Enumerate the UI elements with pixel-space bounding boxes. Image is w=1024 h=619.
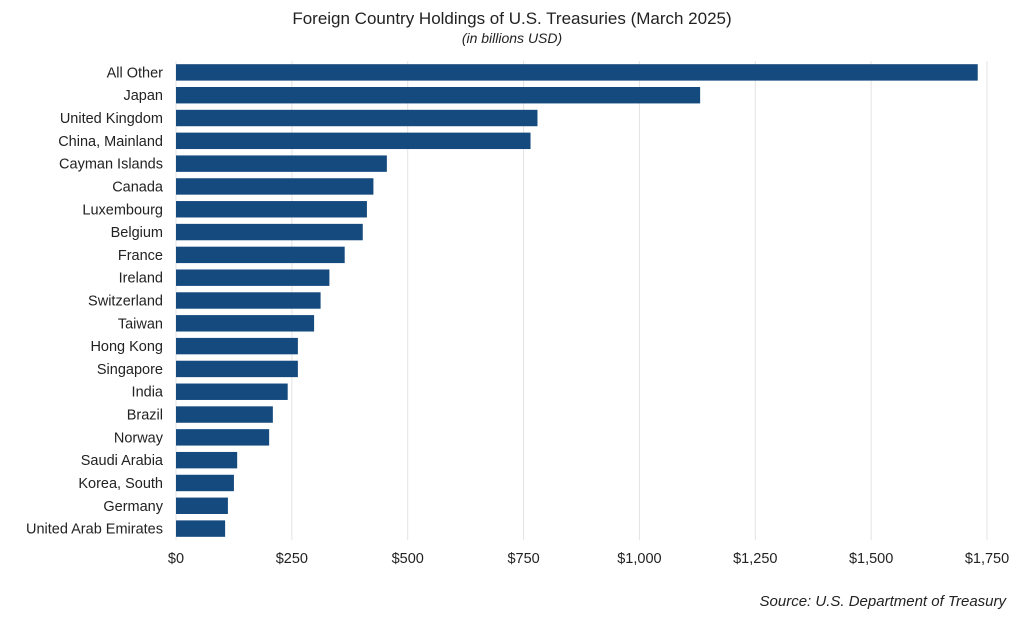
chart-title: Foreign Country Holdings of U.S. Treasur… [292, 9, 732, 28]
category-label: United Arab Emirates [26, 522, 163, 538]
x-tick-label: $500 [392, 551, 424, 567]
category-label: Canada [112, 179, 164, 195]
bar [176, 451, 238, 469]
category-label: Luxembourg [82, 202, 163, 218]
bar [176, 429, 270, 446]
category-label: Singapore [97, 362, 163, 378]
bar [176, 201, 367, 218]
bar [176, 132, 531, 150]
category-label: Norway [114, 430, 164, 446]
category-label: Korea, South [78, 476, 163, 492]
category-label: United Kingdom [60, 111, 163, 127]
category-label: Germany [103, 499, 163, 515]
bar [176, 223, 363, 241]
category-label: Japan [123, 88, 163, 104]
bar [176, 178, 374, 195]
x-tick-label: $0 [168, 551, 184, 567]
x-tick-label: $750 [507, 551, 539, 567]
category-label: All Other [107, 65, 164, 81]
bar [176, 64, 978, 81]
bar [176, 337, 298, 355]
x-tick-label: $1,500 [849, 551, 893, 567]
bar [176, 292, 321, 309]
bar [176, 246, 345, 264]
bar [176, 383, 288, 400]
category-label: Brazil [127, 408, 163, 424]
bar [176, 155, 387, 172]
bar [176, 87, 701, 104]
x-tick-label: $1,000 [617, 551, 661, 567]
bar [176, 497, 228, 514]
bar [176, 269, 330, 286]
category-label: Ireland [119, 271, 163, 287]
chart-subtitle: (in billions USD) [461, 30, 563, 46]
category-label: Belgium [111, 225, 163, 241]
bar [176, 406, 273, 423]
source-note: Source: U.S. Department of Treasury [759, 593, 1006, 610]
x-tick-label: $1,750 [965, 551, 1009, 567]
category-label: India [132, 385, 164, 401]
x-tick-label: $1,250 [733, 551, 777, 567]
bar [176, 360, 298, 378]
category-label: Switzerland [88, 294, 163, 310]
category-label: Cayman Islands [59, 157, 163, 173]
bar [176, 315, 315, 332]
category-label: China, Mainland [58, 134, 163, 150]
category-label: France [118, 248, 163, 264]
category-label: Saudi Arabia [81, 453, 164, 469]
bar [176, 520, 226, 537]
bar [176, 109, 538, 127]
bar [176, 474, 234, 492]
category-label: Taiwan [118, 316, 163, 332]
category-label: Hong Kong [90, 339, 163, 355]
x-tick-label: $250 [276, 551, 308, 567]
